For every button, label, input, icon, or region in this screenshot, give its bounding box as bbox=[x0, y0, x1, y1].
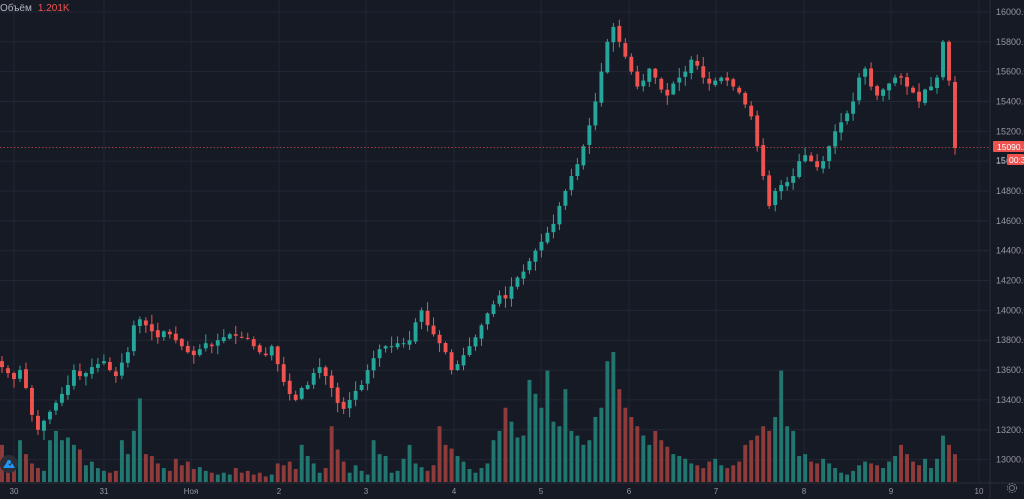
price-axis-label: 15400.0 bbox=[996, 96, 1024, 106]
time-axis-label: 5 bbox=[539, 487, 544, 496]
price-axis-label: 15600.0 bbox=[996, 67, 1024, 77]
time-axis-label: 31 bbox=[100, 487, 109, 496]
price-axis-label: 14400.0 bbox=[996, 246, 1024, 256]
time-axis-label: 8 bbox=[802, 487, 807, 496]
last-price-tag: 15090.1 15 00:3 bbox=[993, 141, 1024, 165]
time-axis-label: 7 bbox=[714, 487, 719, 496]
time-axis-label: Ноя bbox=[184, 487, 199, 496]
price-axis-label: 14600.0 bbox=[996, 216, 1024, 226]
volume-bars bbox=[0, 352, 957, 482]
brand-logo-icon[interactable] bbox=[0, 455, 18, 473]
price-axis-label: 15200.0 bbox=[996, 126, 1024, 136]
price-axis-label: 14200.0 bbox=[996, 276, 1024, 286]
time-axis-label: 9 bbox=[889, 487, 894, 496]
price-candles bbox=[0, 19, 957, 440]
settings-gear-icon[interactable] bbox=[1006, 481, 1018, 494]
time-axis-label: 10 bbox=[975, 487, 984, 496]
price-axis-label: 13800.0 bbox=[996, 335, 1024, 345]
price-axis[interactable]: 16000.015800.015600.015400.015200.015000… bbox=[996, 7, 1024, 465]
volume-legend-label: Объём bbox=[0, 3, 32, 14]
volume-legend-value: 1.201K bbox=[37, 3, 70, 14]
time-axis[interactable]: 30 31 Ноя 2 3 4 5 6 7 8 9 10 bbox=[10, 487, 984, 496]
price-partial-label: 15 bbox=[996, 155, 1006, 165]
time-axis-label: 6 bbox=[627, 487, 632, 496]
price-axis-label: 13000.0 bbox=[996, 455, 1024, 465]
price-axis-label: 13400.0 bbox=[996, 395, 1024, 405]
price-axis-label: 15800.0 bbox=[996, 37, 1024, 47]
time-axis-label: 4 bbox=[452, 487, 457, 496]
price-axis-label: 14800.0 bbox=[996, 186, 1024, 196]
bar-countdown: 00:3 bbox=[1009, 155, 1024, 165]
price-axis-label: 13600.0 bbox=[996, 365, 1024, 375]
time-axis-label: 30 bbox=[10, 487, 19, 496]
last-price-value: 15090.1 bbox=[997, 142, 1024, 152]
price-axis-label: 13200.0 bbox=[996, 425, 1024, 435]
price-axis-label: 14000.0 bbox=[996, 305, 1024, 315]
time-axis-label: 2 bbox=[277, 487, 282, 496]
volume-legend: Объём 1.201K bbox=[0, 3, 70, 14]
time-axis-label: 3 bbox=[364, 487, 369, 496]
price-axis-label: 16000.0 bbox=[996, 7, 1024, 17]
